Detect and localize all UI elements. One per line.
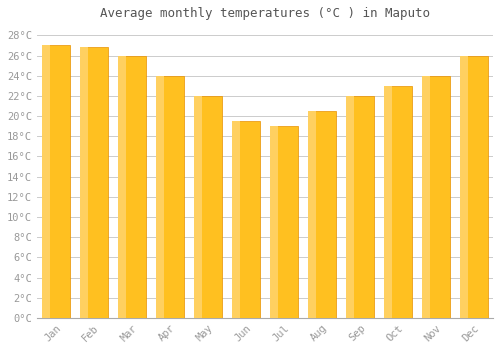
Bar [80, 48, 108, 318]
Bar [232, 121, 240, 318]
Title: Average monthly temperatures (°C ) in Maputo: Average monthly temperatures (°C ) in Ma… [100, 7, 430, 20]
Bar [384, 86, 412, 318]
Bar [42, 46, 70, 318]
Bar [118, 56, 126, 318]
Bar [80, 48, 88, 318]
Bar [384, 86, 392, 318]
Bar [270, 126, 278, 318]
Bar [156, 76, 184, 318]
Bar [346, 96, 374, 318]
Bar [194, 96, 222, 318]
Bar [194, 96, 202, 318]
Bar [346, 96, 354, 318]
Bar [42, 46, 50, 318]
Bar [232, 121, 260, 318]
Bar [460, 56, 488, 318]
Bar [422, 76, 430, 318]
Bar [270, 126, 298, 318]
Bar [156, 76, 164, 318]
Bar [308, 111, 316, 318]
Bar [422, 76, 450, 318]
Bar [308, 111, 336, 318]
Bar [118, 56, 146, 318]
Bar [460, 56, 468, 318]
